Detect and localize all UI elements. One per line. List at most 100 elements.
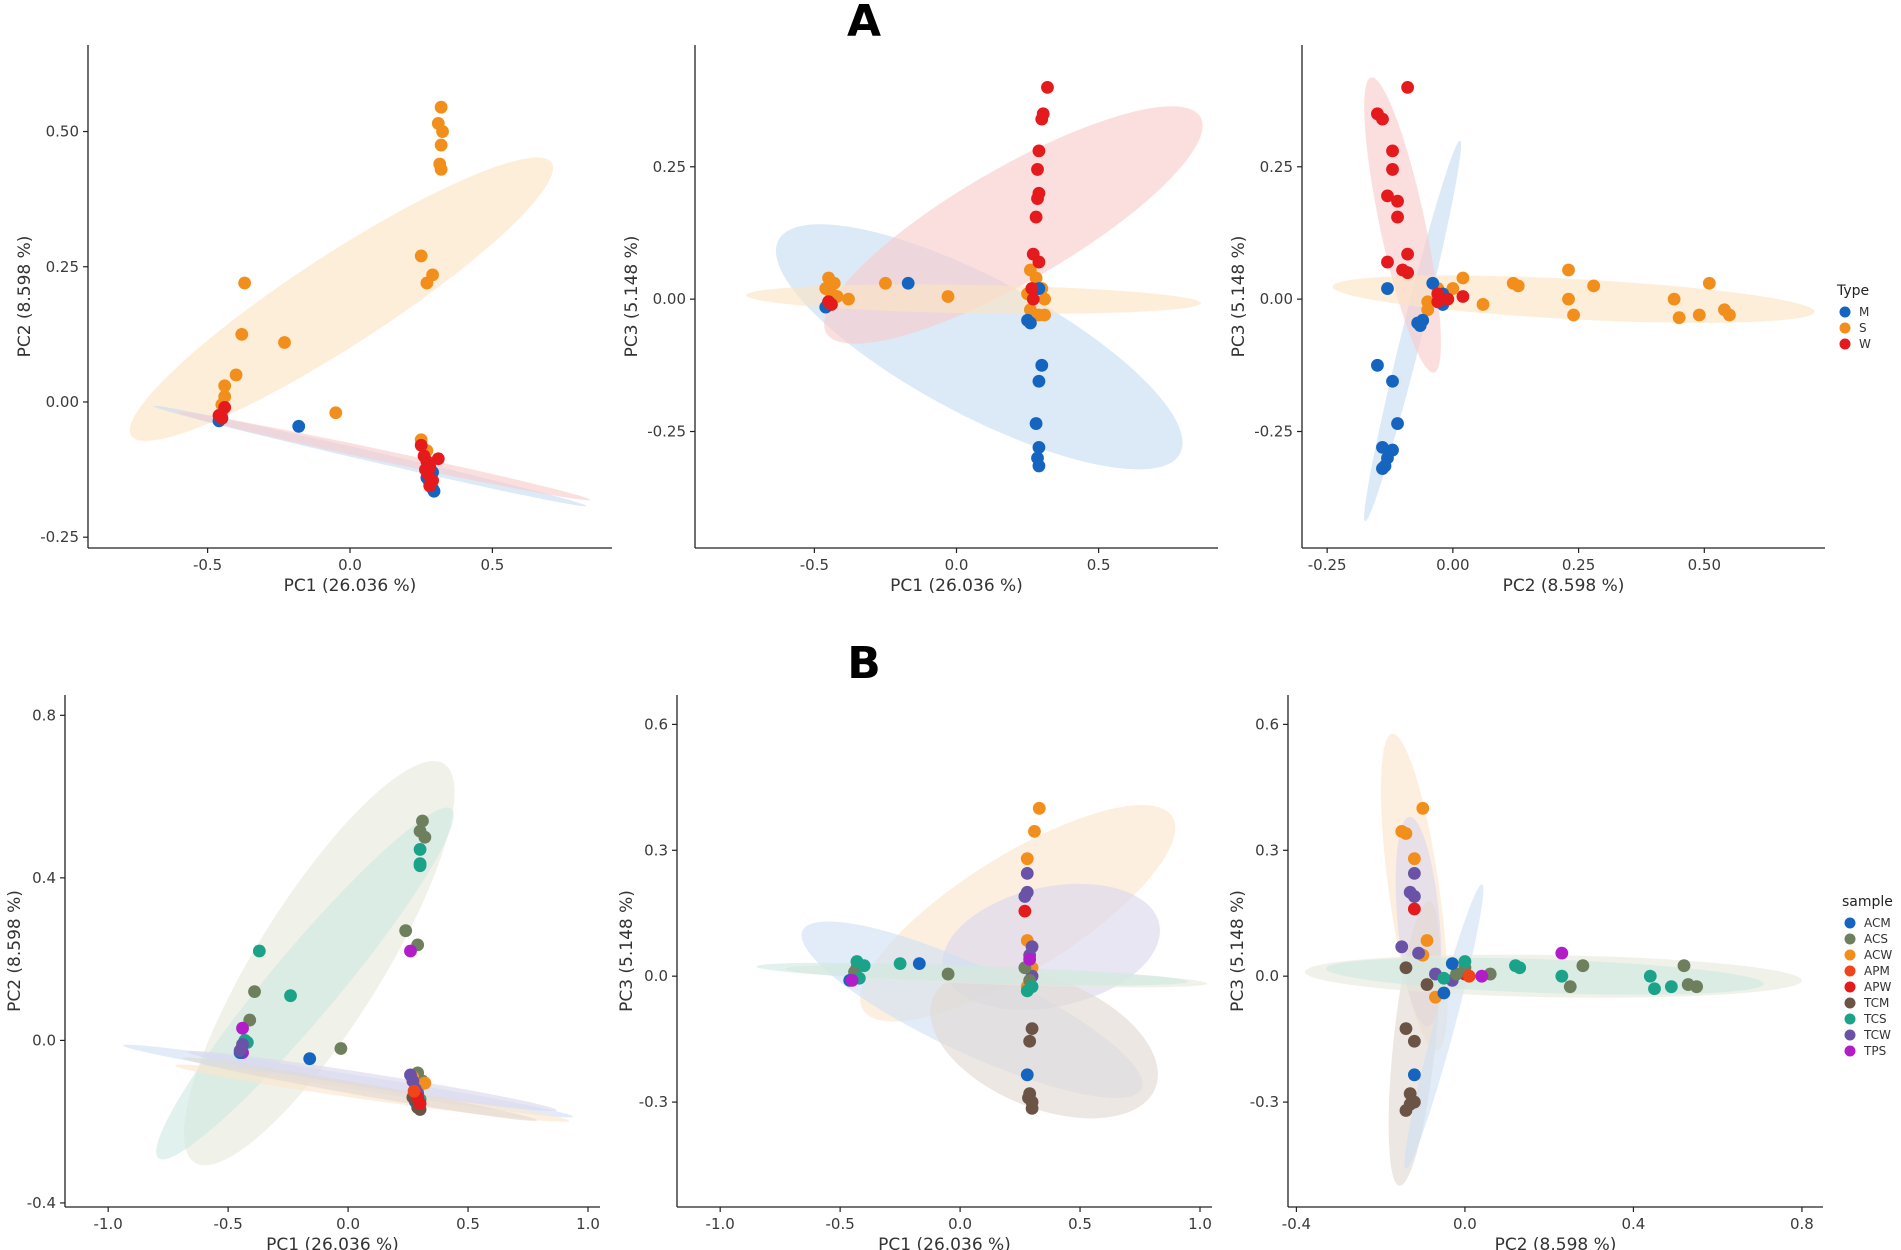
point-acw xyxy=(1028,824,1041,838)
point-s xyxy=(1692,308,1706,322)
point-apm xyxy=(1462,969,1476,983)
legend-swatch-tcs xyxy=(1844,1013,1856,1025)
point-s xyxy=(941,290,955,303)
point-tcm xyxy=(1023,1034,1037,1048)
point-apw xyxy=(413,1096,427,1110)
point-tps xyxy=(236,1021,249,1035)
point-m xyxy=(1024,316,1037,330)
point-s xyxy=(842,292,855,306)
point-s xyxy=(229,368,243,382)
point-m xyxy=(1376,441,1389,454)
x-tick-label: 0.50 xyxy=(1688,556,1721,574)
point-tcs xyxy=(1437,971,1451,985)
point-acs xyxy=(334,1042,348,1055)
point-w xyxy=(419,463,432,476)
point-tcs xyxy=(1643,969,1657,983)
plot-b2: -1.0 -0.5 0.0 0.5 1.0 -0.3 0.0 0.3 0.6 PC1 (26.03… xyxy=(617,695,1212,1250)
point-w xyxy=(1381,189,1394,203)
y-tick-label: 0.6 xyxy=(644,715,668,733)
point-tcs xyxy=(1664,980,1678,994)
y-axis-title: PC3 (5.148 %) xyxy=(617,890,637,1012)
legend-swatch-tps xyxy=(1844,1045,1856,1057)
confidence-ellipses xyxy=(756,804,1208,1119)
point-s xyxy=(1587,279,1601,293)
point-tps xyxy=(404,944,417,958)
legend-type: Type MSW xyxy=(1836,283,1871,351)
point-acs xyxy=(1563,980,1577,994)
legend-label-tcs: TCS xyxy=(1863,1012,1887,1026)
legend-swatch-apw xyxy=(1844,981,1856,993)
y-tick-label: 0.8 xyxy=(32,706,56,724)
point-s xyxy=(1446,282,1460,295)
x-tick-label: 0.0 xyxy=(948,1215,972,1233)
point-apm xyxy=(407,1084,421,1098)
y-tick-label: 0.3 xyxy=(1255,841,1279,859)
point-s xyxy=(1562,292,1575,306)
legend-label-acs: ACS xyxy=(1864,932,1888,946)
point-w xyxy=(1041,80,1054,94)
y-tick-label: 0.25 xyxy=(46,258,79,276)
point-s xyxy=(1456,271,1470,285)
confidence-ellipses xyxy=(122,761,574,1166)
point-acs xyxy=(416,814,429,828)
plot-b3: -0.4 0.0 0.4 0.8 -0.3 0.0 0.3 0.6 PC2 (8.598 %) P… xyxy=(1228,695,1823,1250)
x-tick-label: -0.5 xyxy=(825,1215,854,1233)
ellipse-s xyxy=(746,284,1201,314)
point-acm xyxy=(1020,1068,1034,1082)
point-s xyxy=(1421,295,1435,309)
point-s xyxy=(218,379,232,393)
point-apw xyxy=(1018,904,1032,918)
point-s xyxy=(436,125,449,138)
point-acw xyxy=(1420,934,1434,947)
ellipse-w xyxy=(178,411,591,501)
x-tick-label: -0.5 xyxy=(193,556,222,574)
point-acs xyxy=(1576,959,1590,973)
point-tcw xyxy=(1412,946,1425,960)
point-tcm xyxy=(1022,1091,1035,1105)
point-tcm xyxy=(1407,1034,1421,1048)
point-w xyxy=(212,409,226,422)
point-acs xyxy=(248,985,261,999)
y-tick-label: -0.25 xyxy=(647,423,686,441)
y-axis-title: PC2 (8.598 %) xyxy=(5,890,25,1012)
point-w xyxy=(1456,290,1470,303)
x-tick-label: 0.5 xyxy=(456,1215,480,1233)
legend-swatch-acw xyxy=(1844,949,1856,961)
point-acs xyxy=(1677,959,1691,973)
data-points xyxy=(1395,801,1704,1117)
point-s xyxy=(1038,308,1052,322)
x-axis-title: PC1 (26.036 %) xyxy=(890,576,1023,596)
point-s xyxy=(1567,308,1580,322)
point-m xyxy=(1032,374,1046,388)
data-points xyxy=(212,100,449,498)
point-s xyxy=(1476,298,1490,311)
point-w xyxy=(1376,112,1389,126)
panel-label-a: A xyxy=(847,0,881,47)
legend-swatch-apm xyxy=(1844,965,1856,977)
y-axis-title: PC3 (5.148 %) xyxy=(622,236,642,358)
x-tick-label: 0.4 xyxy=(1622,1215,1646,1233)
point-tcw xyxy=(1020,866,1034,880)
y-axis-title: PC3 (5.148 %) xyxy=(1229,236,1249,358)
point-m xyxy=(1391,417,1404,430)
point-acs xyxy=(1450,967,1463,981)
point-tcw xyxy=(1407,890,1421,903)
legend-swatch-s xyxy=(1839,322,1851,334)
point-w xyxy=(1431,295,1445,309)
x-tick-label: -1.0 xyxy=(706,1215,735,1233)
legend-swatch-acs xyxy=(1844,933,1856,945)
legend-label-acw: ACW xyxy=(1864,948,1892,962)
point-s xyxy=(1723,308,1736,322)
point-tps xyxy=(1555,946,1569,960)
point-w xyxy=(1029,210,1043,224)
point-s xyxy=(1702,276,1716,290)
point-tps xyxy=(1023,952,1037,966)
plot-b1: -1.0 -0.5 0.0 0.5 1.0 -0.4 0.0 0.4 0.8 PC1 (26.03… xyxy=(5,695,600,1250)
point-w xyxy=(1401,266,1415,280)
legend-swatch-tcw xyxy=(1844,1029,1856,1041)
x-tick-label: -0.5 xyxy=(213,1215,242,1233)
plot-a3: -0.25 0.00 0.25 0.50 -0.25 0.00 0.25 PC2 (8.598… xyxy=(1229,45,1825,596)
point-tcm xyxy=(1025,1022,1039,1036)
x-tick-label: 0.25 xyxy=(1562,556,1595,574)
point-acw xyxy=(1416,801,1430,815)
